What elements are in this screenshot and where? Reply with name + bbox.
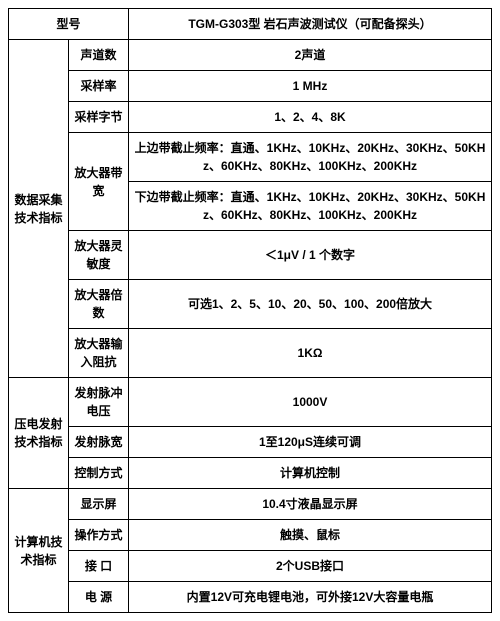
spec-value: 1KΩ xyxy=(129,329,492,378)
spec-name: 电 源 xyxy=(69,582,129,613)
spec-name: 控制方式 xyxy=(69,458,129,489)
spec-value: 1至120μS连续可调 xyxy=(129,427,492,458)
table-row: 放大器输入阻抗 1KΩ xyxy=(9,329,492,378)
table-row: 放大器带宽 上边带截止频率：直通、1KHz、10KHz、20KHz、30KHz、… xyxy=(9,133,492,182)
spec-value: 可选1、2、5、10、20、50、100、200倍放大 xyxy=(129,280,492,329)
spec-name: 操作方式 xyxy=(69,520,129,551)
spec-name: 显示屏 xyxy=(69,489,129,520)
spec-name: 放大器灵敏度 xyxy=(69,231,129,280)
section-label: 数据采集技术指标 xyxy=(9,40,69,378)
table-row: 接 口 2个USB接口 xyxy=(9,551,492,582)
spec-value: 1000V xyxy=(129,378,492,427)
header-model-value: TGM-G303型 岩石声波测试仪（可配备探头） xyxy=(129,9,492,40)
spec-name: 放大器倍数 xyxy=(69,280,129,329)
table-row: 操作方式 触摸、鼠标 xyxy=(9,520,492,551)
table-row: 数据采集技术指标 声道数 2声道 xyxy=(9,40,492,71)
table-row: 发射脉宽 1至120μS连续可调 xyxy=(9,427,492,458)
spec-value: ＜1μV / 1 个数字 xyxy=(129,231,492,280)
table-row: 电 源 内置12V可充电锂电池，可外接12V大容量电瓶 xyxy=(9,582,492,613)
header-model-label: 型号 xyxy=(9,9,129,40)
spec-value: 1、2、4、8K xyxy=(129,102,492,133)
table-row: 采样率 1 MHz xyxy=(9,71,492,102)
spec-value: 上边带截止频率：直通、1KHz、10KHz、20KHz、30KHz、50KHz、… xyxy=(129,133,492,182)
table-row: 放大器灵敏度 ＜1μV / 1 个数字 xyxy=(9,231,492,280)
table-row: 计算机技术指标 显示屏 10.4寸液晶显示屏 xyxy=(9,489,492,520)
spec-name: 放大器输入阻抗 xyxy=(69,329,129,378)
spec-name: 采样字节 xyxy=(69,102,129,133)
spec-name: 发射脉宽 xyxy=(69,427,129,458)
spec-value: 内置12V可充电锂电池，可外接12V大容量电瓶 xyxy=(129,582,492,613)
section-label: 压电发射技术指标 xyxy=(9,378,69,489)
table-row: 控制方式 计算机控制 xyxy=(9,458,492,489)
spec-value: 计算机控制 xyxy=(129,458,492,489)
spec-name: 接 口 xyxy=(69,551,129,582)
section-label: 计算机技术指标 xyxy=(9,489,69,613)
spec-value: 2声道 xyxy=(129,40,492,71)
spec-value: 1 MHz xyxy=(129,71,492,102)
spec-name: 放大器带宽 xyxy=(69,133,129,231)
spec-value: 10.4寸液晶显示屏 xyxy=(129,489,492,520)
spec-value: 下边带截止频率：直通、1KHz、10KHz、20KHz、30KHz、50KHz、… xyxy=(129,182,492,231)
table-row: 采样字节 1、2、4、8K xyxy=(9,102,492,133)
spec-table: 型号 TGM-G303型 岩石声波测试仪（可配备探头） 数据采集技术指标 声道数… xyxy=(8,8,492,613)
spec-name: 声道数 xyxy=(69,40,129,71)
table-row: 放大器倍数 可选1、2、5、10、20、50、100、200倍放大 xyxy=(9,280,492,329)
spec-value: 2个USB接口 xyxy=(129,551,492,582)
spec-value: 触摸、鼠标 xyxy=(129,520,492,551)
spec-name: 采样率 xyxy=(69,71,129,102)
spec-name: 发射脉冲电压 xyxy=(69,378,129,427)
table-row: 型号 TGM-G303型 岩石声波测试仪（可配备探头） xyxy=(9,9,492,40)
table-row: 压电发射技术指标 发射脉冲电压 1000V xyxy=(9,378,492,427)
